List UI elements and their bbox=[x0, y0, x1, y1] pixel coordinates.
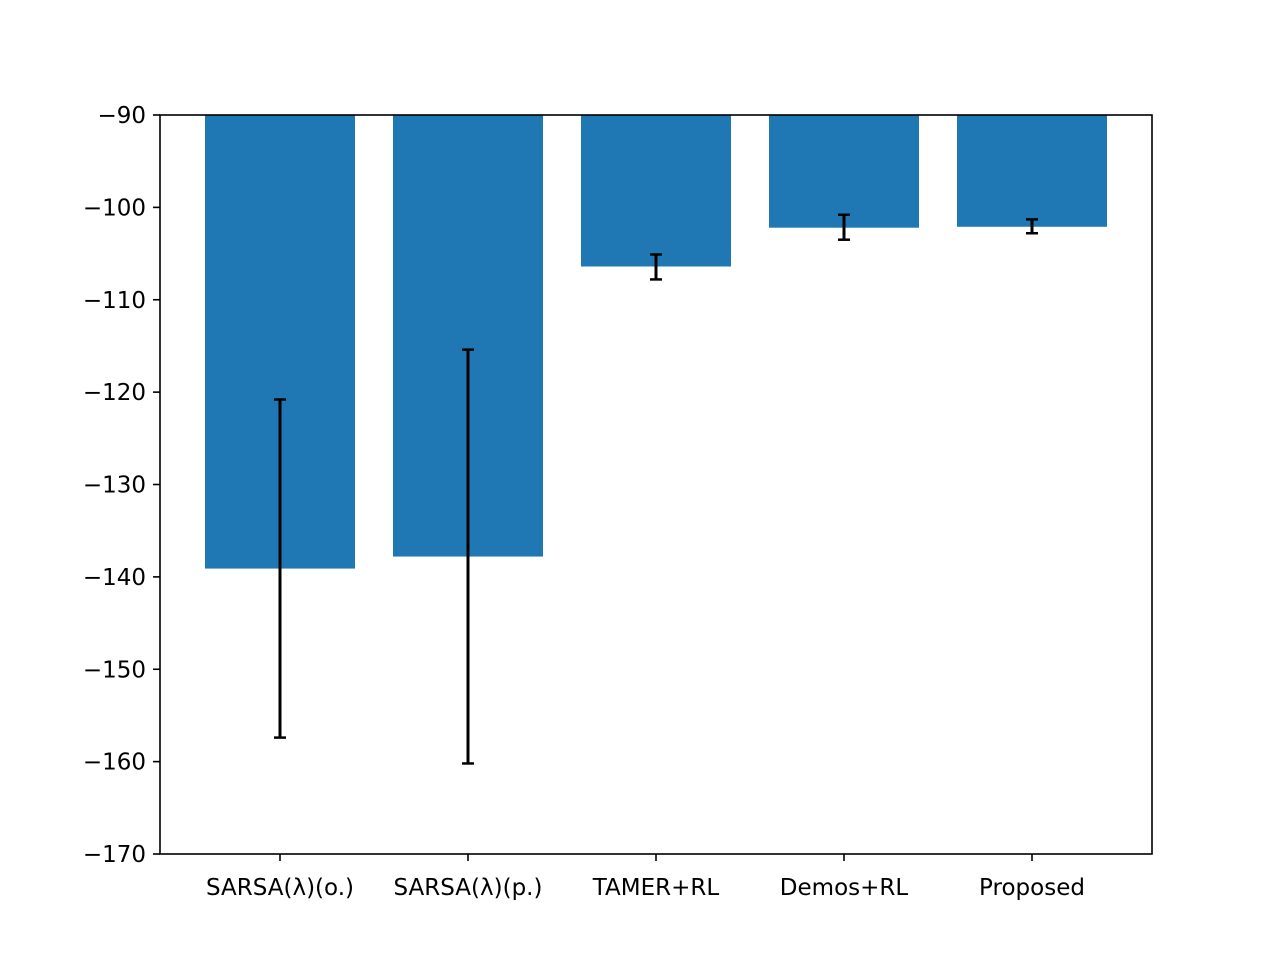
x-tick-label: Demos+RL bbox=[780, 875, 909, 901]
y-tick-label: −160 bbox=[83, 750, 146, 776]
y-tick-label: −130 bbox=[83, 473, 146, 499]
error-bar-2 bbox=[650, 253, 662, 281]
y-tick-label: −120 bbox=[83, 380, 146, 406]
error-bar-3 bbox=[838, 213, 850, 241]
y-tick-label: −90 bbox=[97, 103, 146, 129]
x-tick-label: Proposed bbox=[979, 875, 1085, 901]
bar-4 bbox=[957, 115, 1107, 227]
x-tick-label: TAMER+RL bbox=[592, 875, 720, 901]
y-tick-label: −100 bbox=[83, 195, 146, 221]
error-bar-4 bbox=[1026, 218, 1038, 235]
bar-3 bbox=[769, 115, 919, 228]
error-bars-layer bbox=[274, 213, 1038, 765]
x-axis: SARSA(λ)(o.) SARSA(λ)(p.) TAMER+RL Demos+RL… bbox=[206, 854, 1085, 901]
bars-layer bbox=[205, 115, 1107, 569]
y-tick-label: −140 bbox=[83, 565, 146, 591]
error-bar-0 bbox=[274, 398, 286, 739]
y-axis: −90 −100 −110 −120 −130 −140 −150 −160 −170 bbox=[83, 103, 160, 868]
y-tick-label: −150 bbox=[83, 657, 146, 683]
y-tick-label: −110 bbox=[83, 288, 146, 314]
x-tick-label: SARSA(λ)(p.) bbox=[394, 875, 543, 901]
error-bar-1 bbox=[462, 348, 474, 765]
y-tick-label: −170 bbox=[83, 842, 146, 868]
bar-2 bbox=[581, 115, 731, 267]
x-tick-label: SARSA(λ)(o.) bbox=[206, 875, 354, 901]
